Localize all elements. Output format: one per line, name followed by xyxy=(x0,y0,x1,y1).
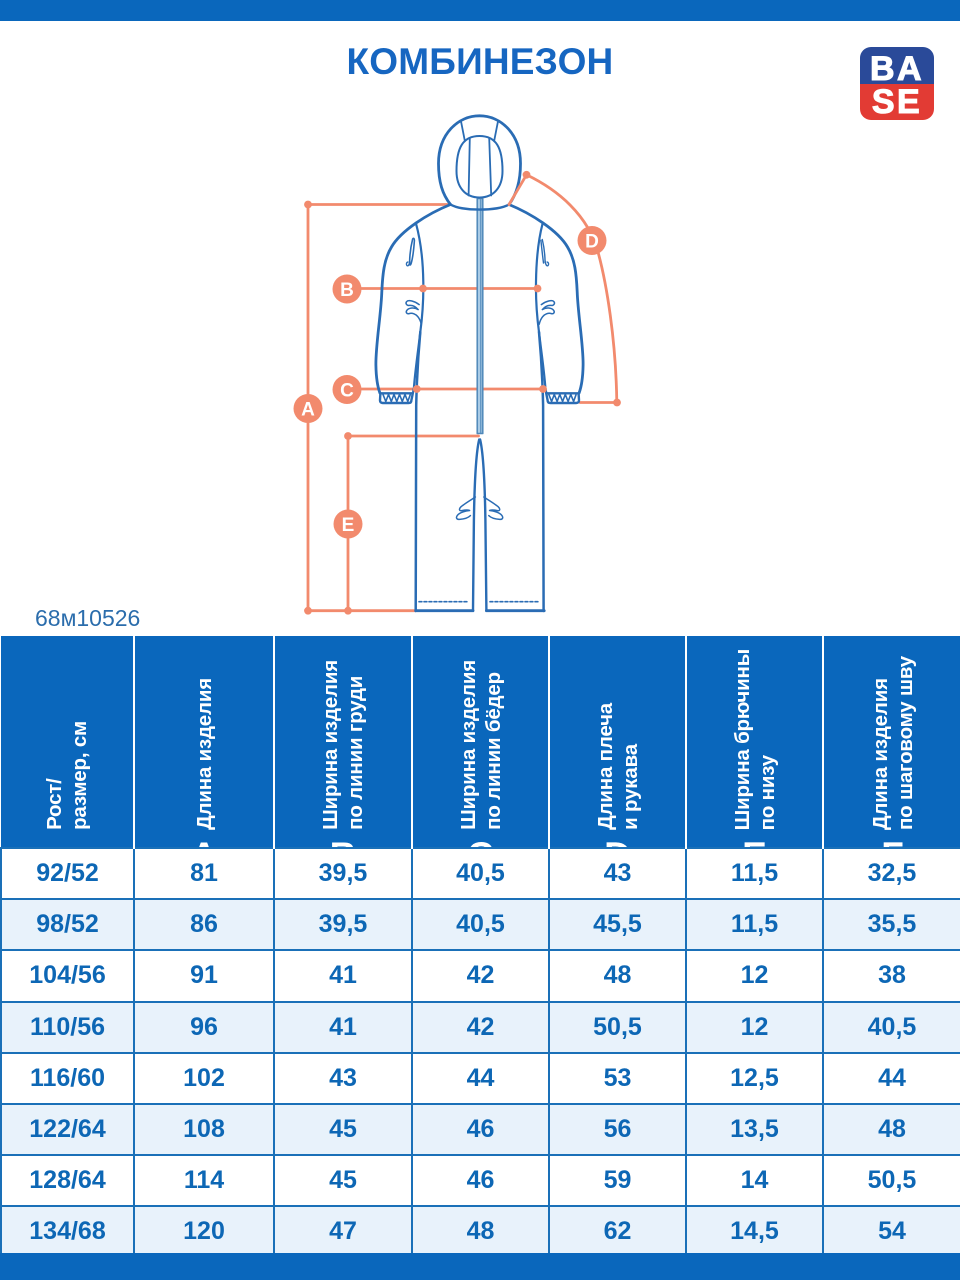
svg-text:C: C xyxy=(340,381,354,402)
svg-text:E: E xyxy=(342,515,355,536)
svg-text:A: A xyxy=(301,400,315,421)
svg-text:D: D xyxy=(585,232,599,253)
svg-text:B: B xyxy=(340,280,354,301)
